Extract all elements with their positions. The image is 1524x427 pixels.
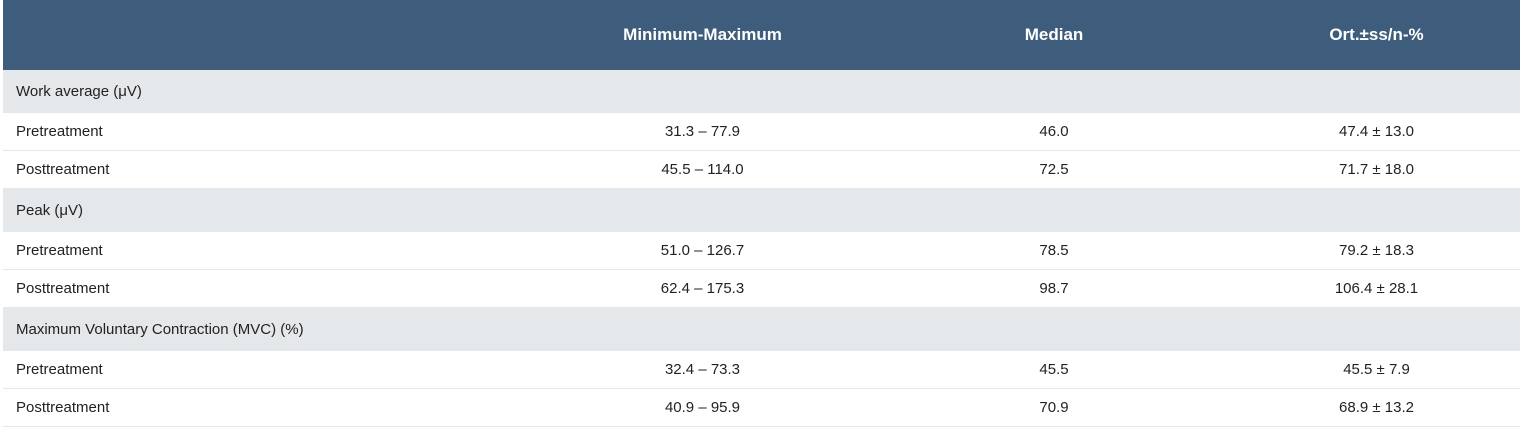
table-row: Pretreatment 32.4 – 73.3 45.5 45.5 ± 7.9 (3, 350, 1520, 389)
row-label: Posttreatment (3, 269, 530, 308)
header-label (3, 0, 530, 70)
row-label: Pretreatment (3, 231, 530, 270)
range-cell: 51.0 – 126.7 (530, 231, 875, 270)
header-mean: Ort.±ss/n-% (1233, 0, 1520, 70)
row-label: Pretreatment (3, 112, 530, 151)
header-range: Minimum-Maximum (530, 0, 875, 70)
range-cell: 45.5 – 114.0 (530, 150, 875, 189)
emg-results-table: Minimum-Maximum Median Ort.±ss/n-% Work … (3, 0, 1520, 427)
range-cell: 62.4 – 175.3 (530, 269, 875, 308)
row-label: Posttreatment (3, 150, 530, 189)
table-row: Pretreatment 51.0 – 126.7 78.5 79.2 ± 18… (3, 231, 1520, 270)
section-title: Work average (μV) (3, 70, 1520, 113)
mean-cell: 68.9 ± 13.2 (1233, 388, 1520, 427)
mean-cell: 79.2 ± 18.3 (1233, 231, 1520, 270)
median-cell: 45.5 (875, 350, 1233, 389)
median-cell: 72.5 (875, 150, 1233, 189)
median-cell: 46.0 (875, 112, 1233, 151)
mean-cell: 47.4 ± 13.0 (1233, 112, 1520, 151)
mean-cell: 106.4 ± 28.1 (1233, 269, 1520, 308)
median-cell: 98.7 (875, 269, 1233, 308)
table-row: Posttreatment 45.5 – 114.0 72.5 71.7 ± 1… (3, 150, 1520, 189)
table-row: Posttreatment 40.9 – 95.9 70.9 68.9 ± 13… (3, 388, 1520, 427)
section-row: Work average (μV) (3, 70, 1520, 113)
median-cell: 70.9 (875, 388, 1233, 427)
header-median: Median (875, 0, 1233, 70)
header-row: Minimum-Maximum Median Ort.±ss/n-% (3, 0, 1520, 70)
mean-cell: 71.7 ± 18.0 (1233, 150, 1520, 189)
row-label: Posttreatment (3, 388, 530, 427)
section-row: Peak (μV) (3, 188, 1520, 232)
median-cell: 78.5 (875, 231, 1233, 270)
section-title: Maximum Voluntary Contraction (MVC) (%) (3, 307, 1520, 351)
range-cell: 31.3 – 77.9 (530, 112, 875, 151)
mean-cell: 45.5 ± 7.9 (1233, 350, 1520, 389)
range-cell: 32.4 – 73.3 (530, 350, 875, 389)
row-label: Pretreatment (3, 350, 530, 389)
section-row: Maximum Voluntary Contraction (MVC) (%) (3, 307, 1520, 351)
table-row: Posttreatment 62.4 – 175.3 98.7 106.4 ± … (3, 269, 1520, 308)
table-row: Pretreatment 31.3 – 77.9 46.0 47.4 ± 13.… (3, 112, 1520, 151)
section-title: Peak (μV) (3, 188, 1520, 232)
range-cell: 40.9 – 95.9 (530, 388, 875, 427)
